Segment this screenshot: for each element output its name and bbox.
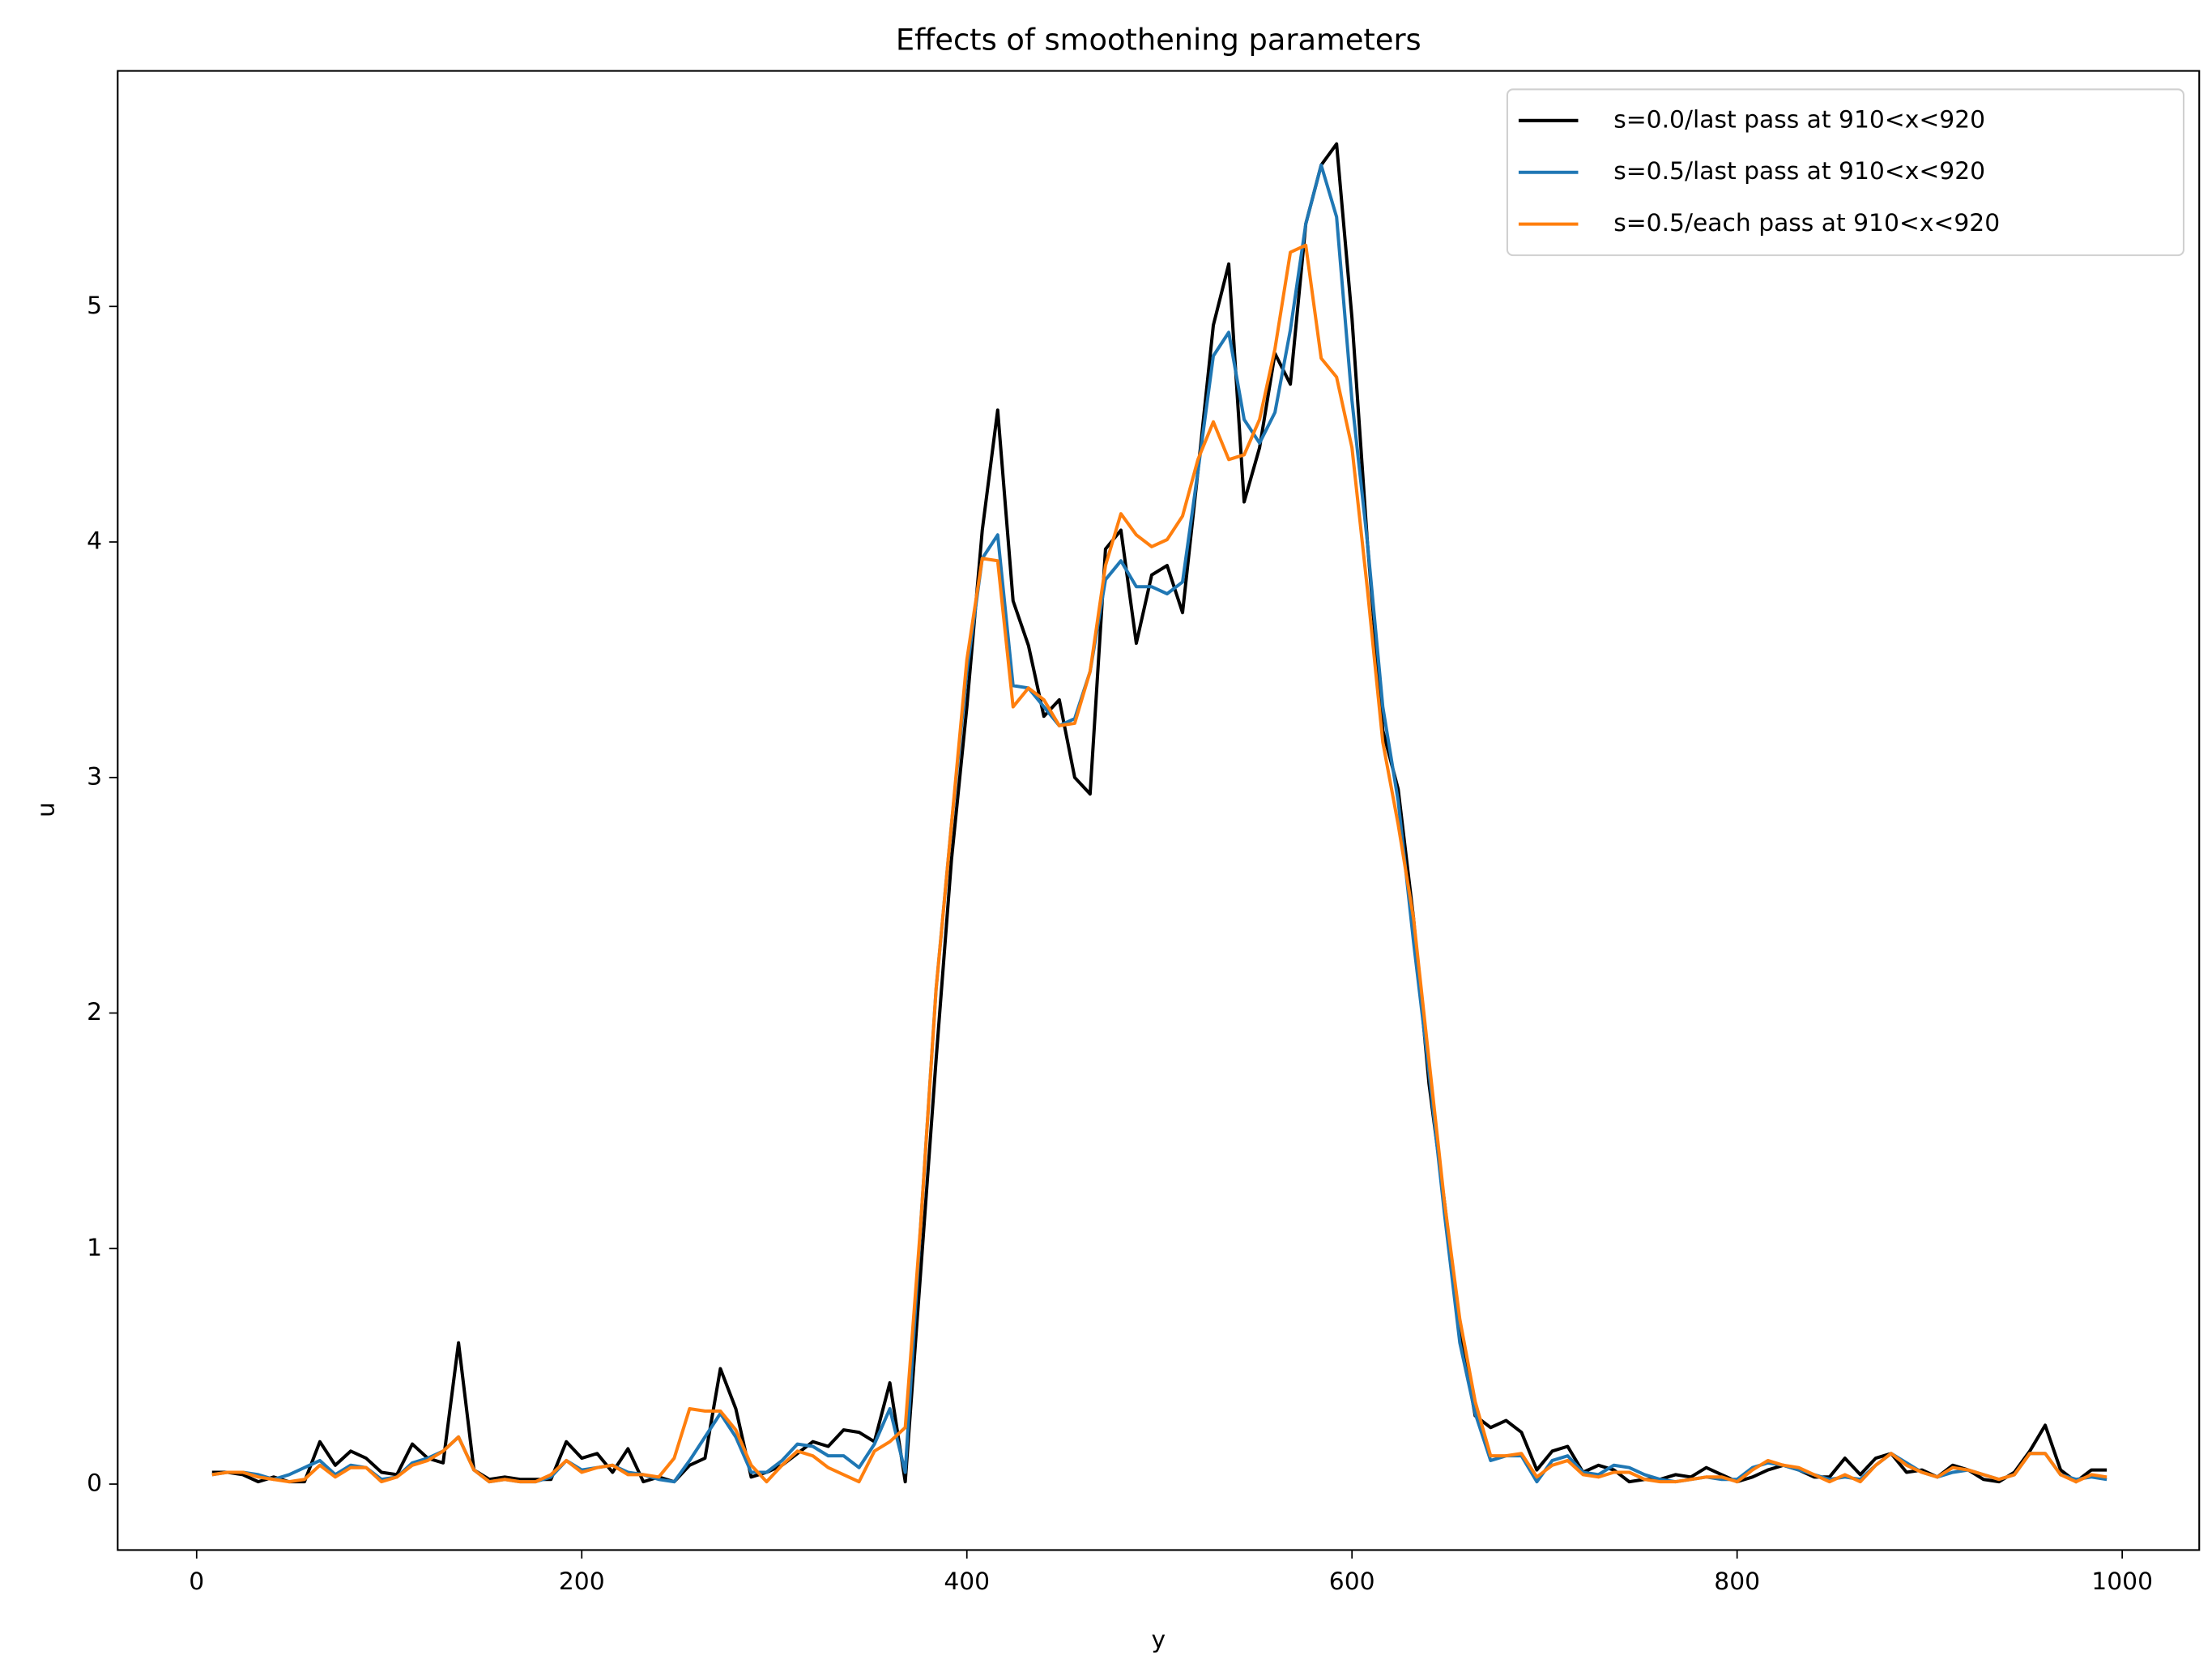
x-tick-label: 200 [559,1568,605,1596]
x-tick-label: 0 [189,1568,204,1596]
y-axis-label: u [32,802,60,817]
line-series [211,243,2108,1484]
y-tick-label: 1 [87,1234,102,1262]
x-tick-label: 800 [1714,1568,1760,1596]
x-tick-label: 600 [1329,1568,1375,1596]
x-tick-label: 400 [944,1568,990,1596]
x-axis-label: y [1151,1626,1166,1654]
y-tick-label: 5 [87,292,102,320]
legend-label: s=0.0/last pass at 910<x<920 [1613,105,1985,134]
y-tick-label: 3 [87,762,102,791]
legend-label: s=0.5/each pass at 910<x<920 [1613,209,2000,237]
y-tick-label: 4 [87,527,102,556]
y-tick-label: 0 [87,1469,102,1498]
y-tick-label: 2 [87,998,102,1026]
legend-label: s=0.5/last pass at 910<x<920 [1613,157,1985,186]
legend-box [1506,88,2185,257]
x-tick-label: 1000 [2091,1568,2153,1596]
plot-frame [117,70,2201,1551]
chart-title: Effects of smoothening parameters [896,22,1421,57]
